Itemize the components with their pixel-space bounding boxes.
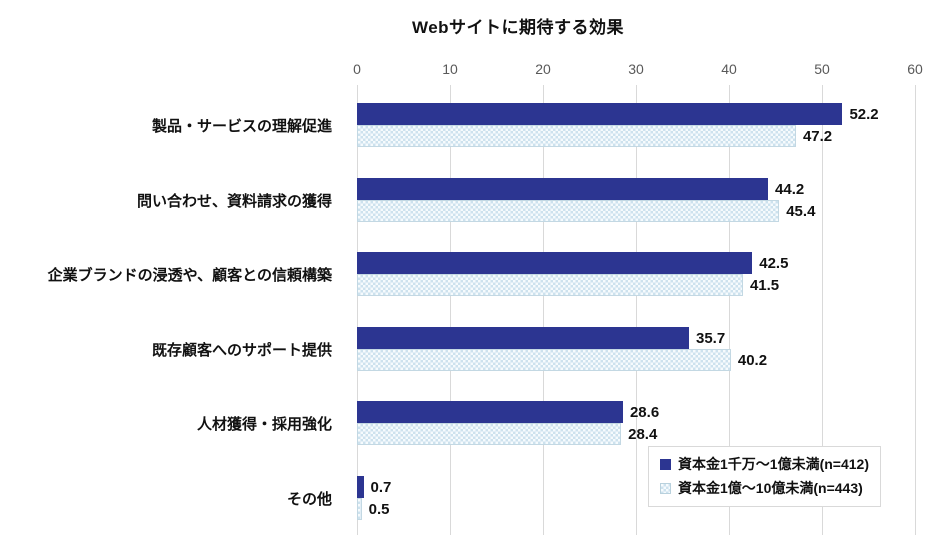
x-axis-tick-label: 20 — [535, 61, 551, 77]
chart-title: Webサイトに期待する効果 — [411, 18, 625, 37]
category-label: その他 — [286, 490, 332, 508]
bar-value-label: 42.5 — [759, 254, 789, 272]
x-axis-tick-label: 0 — [353, 61, 361, 77]
category-label: 問い合わせ、資料請求の獲得 — [136, 192, 332, 210]
bar-value-label: 35.7 — [696, 329, 726, 347]
bar-value-label: 40.2 — [737, 351, 768, 369]
legend-item-series1: 資本金1千万～1億未満(n=412) — [660, 454, 869, 474]
x-axis-tick-label: 30 — [628, 61, 644, 77]
gridline-x-40 — [728, 85, 730, 535]
bar-series1 — [357, 103, 843, 125]
x-axis-tick-label: 10 — [442, 61, 458, 77]
bar-value-label: 0.7 — [370, 478, 392, 496]
bar-series2 — [357, 200, 780, 222]
x-axis-tick-label: 60 — [907, 61, 923, 77]
gridline-x-30 — [635, 85, 637, 535]
bar-series1 — [357, 327, 689, 349]
category-label: 人材獲得・採用強化 — [196, 415, 332, 433]
bar-series1 — [357, 476, 364, 498]
category-label: 製品・サービスの理解促進 — [151, 117, 332, 135]
legend-swatch-series2 — [660, 482, 671, 494]
bar-value-label: 47.2 — [802, 127, 833, 145]
bar-value-label: 44.2 — [775, 180, 805, 198]
gridline-x-20 — [542, 85, 544, 535]
bar-series2 — [357, 423, 622, 445]
category-label: 企業ブランドの浸透や、顧客との信頼構築 — [47, 266, 332, 284]
legend: 資本金1千万～1億未満(n=412) 資本金1億～10億未満(n=443) — [648, 446, 881, 507]
bar-value-label: 28.4 — [628, 425, 658, 443]
gridline-x-10 — [449, 85, 451, 535]
bar-series1 — [357, 252, 753, 274]
legend-swatch-series1 — [660, 458, 671, 470]
legend-item-series2: 資本金1億～10億未満(n=443) — [660, 478, 869, 498]
bar-value-label: 28.6 — [629, 403, 660, 421]
x-axis-tick-label: 40 — [721, 61, 737, 77]
bar-series2 — [357, 125, 796, 147]
bar-series1 — [357, 178, 769, 200]
gridline-x-50 — [821, 85, 823, 535]
category-label: 既存顧客へのサポート提供 — [151, 341, 332, 359]
legend-label-series1: 資本金1千万～1億未満(n=412) — [678, 456, 869, 472]
legend-label-series2: 資本金1億～10億未満(n=443) — [678, 480, 863, 496]
bar-value-label: 41.5 — [749, 276, 780, 294]
gridline-x-60 — [914, 85, 916, 535]
bar-series1 — [357, 401, 623, 423]
bar-series2 — [357, 274, 743, 296]
bar-value-label: 52.2 — [849, 105, 879, 123]
bar-value-label: 45.4 — [786, 202, 816, 220]
bar-series2 — [357, 498, 362, 520]
bar-value-label: 0.5 — [368, 500, 390, 518]
x-axis-tick-label: 50 — [814, 61, 830, 77]
gridline-x-0 — [356, 85, 358, 535]
bar-series2 — [357, 349, 731, 371]
